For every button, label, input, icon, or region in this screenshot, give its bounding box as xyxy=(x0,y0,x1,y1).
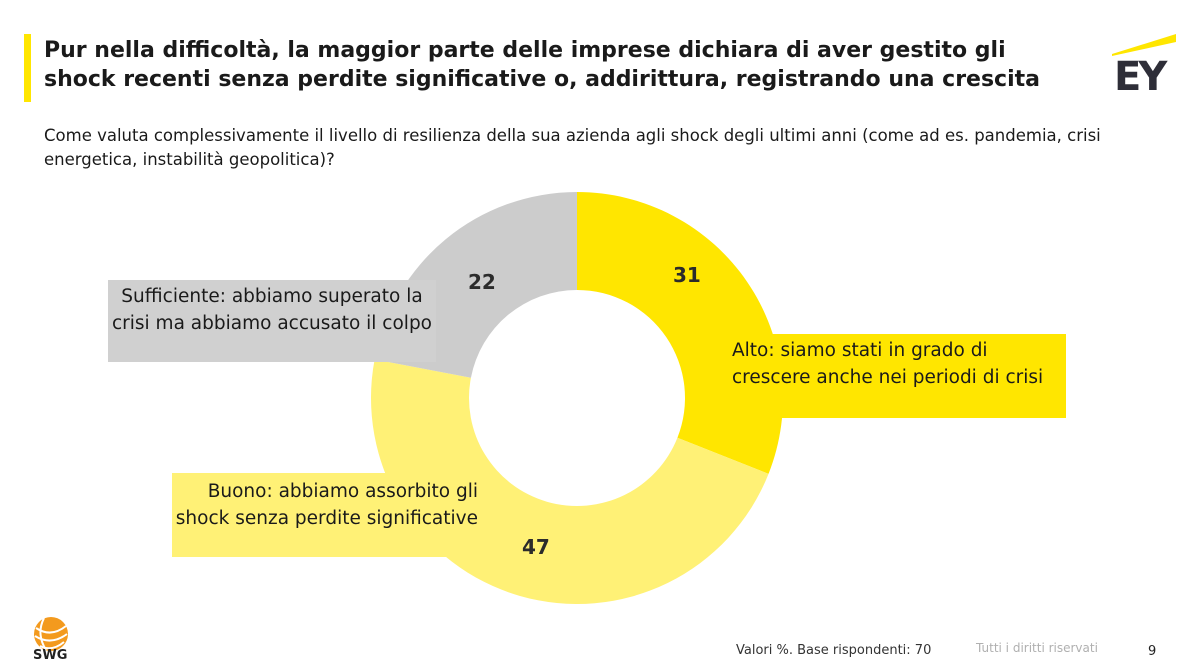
footer-rights: Tutti i diritti riservati xyxy=(976,641,1098,655)
label-sufficiente: Sufficiente: abbiamo superato la crisi m… xyxy=(108,280,436,362)
title-accent-bar xyxy=(24,34,31,102)
swg-logo-text: SWG xyxy=(33,648,68,663)
swg-globe-icon xyxy=(34,617,68,651)
label-buono: Buono: abbiamo assorbito gli shock senza… xyxy=(172,473,482,557)
survey-question: Come valuta complessivamente il livello … xyxy=(44,126,1101,169)
ey-logo xyxy=(1112,34,1176,56)
value-label-buono: 47 xyxy=(522,535,550,559)
label-alto: Alto: siamo stati in grado di crescere a… xyxy=(714,334,1066,418)
ey-beam-icon xyxy=(1112,34,1176,56)
value-label-alto: 31 xyxy=(673,263,701,287)
slice-alto xyxy=(577,192,784,474)
page-number: 9 xyxy=(1148,644,1157,659)
ey-logo-text: EY xyxy=(1114,54,1167,100)
page-title: Pur nella difficoltà, la maggior parte d… xyxy=(44,38,1041,92)
footer-base-note: Valori %. Base rispondenti: 70 xyxy=(736,643,932,658)
value-label-sufficiente: 22 xyxy=(468,270,496,294)
